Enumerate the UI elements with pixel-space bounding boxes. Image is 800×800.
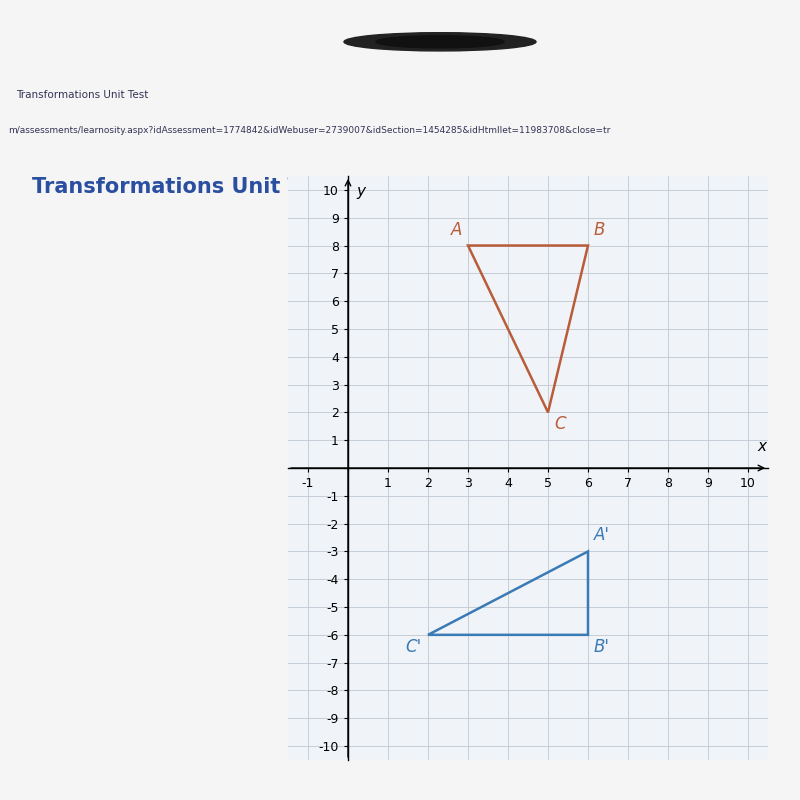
Circle shape [344,33,536,51]
Text: y: y [356,184,365,199]
Text: B: B [594,221,606,238]
Text: A': A' [594,526,610,545]
Text: Transformations Unit Test: Transformations Unit Test [32,178,336,198]
Text: Transformations Unit Test: Transformations Unit Test [16,90,148,100]
Text: B': B' [594,638,610,656]
Text: A: A [450,221,462,238]
Text: C': C' [406,638,422,656]
Text: C: C [554,415,566,433]
Text: x: x [757,439,766,454]
Circle shape [376,36,504,48]
Text: m/assessments/learnosity.aspx?idAssessment=1774842&idWebuser=2739007&idSection=1: m/assessments/learnosity.aspx?idAssessme… [8,126,610,135]
